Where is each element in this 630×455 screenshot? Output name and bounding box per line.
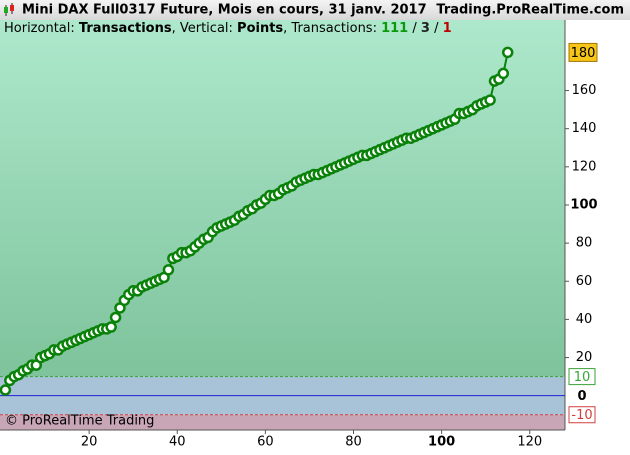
transaction-count: 111 <box>381 21 408 36</box>
y-tick-label: 140 <box>572 121 597 136</box>
subtitle-part: , Vertical: <box>172 21 237 36</box>
reference-label: 0 <box>577 389 586 404</box>
subtitle-part: Transactions <box>79 21 172 36</box>
icon <box>4 3 14 16</box>
chart-title: Mini DAX Full0317 Future, Mois en cours,… <box>22 3 427 18</box>
y-tick-label: 20 <box>576 350 593 365</box>
transaction-count: 1 <box>443 21 452 36</box>
point <box>105 321 117 333</box>
reference-label-box <box>568 368 596 386</box>
plot-background <box>0 20 565 377</box>
reference-label: -10 <box>571 408 592 423</box>
site: Trading.ProRealTime.com <box>436 3 624 18</box>
x-tick-label: 20 <box>81 435 98 450</box>
x-tick-label: 40 <box>169 435 186 450</box>
subtitle-part: Horizontal: <box>4 21 79 36</box>
subtitle: Horizontal: Transactions, Vertical: Poin… <box>4 21 452 36</box>
last-value-box <box>568 42 598 62</box>
y-tick-label: 160 <box>572 83 597 98</box>
x-tick-label: 120 <box>517 435 542 450</box>
point <box>497 67 510 80</box>
x-tick-label: 80 <box>345 435 362 450</box>
point <box>484 94 496 106</box>
subtitle-part: Points <box>237 21 283 36</box>
transaction-count: 3 <box>421 21 430 36</box>
footer: © ProRealTime Trading <box>5 414 154 429</box>
y-tick-label: 100 <box>570 197 597 212</box>
x-tick-label: 100 <box>428 435 455 450</box>
reference-label: 10 <box>574 370 591 385</box>
x-tick-label: 60 <box>257 435 274 450</box>
separator: / <box>408 21 421 36</box>
y-tick-label: 40 <box>576 312 593 327</box>
separator: / <box>430 21 443 36</box>
y-tick-label: 120 <box>572 159 597 174</box>
title-bar <box>0 0 630 20</box>
point <box>0 384 12 396</box>
point <box>109 311 122 324</box>
negative-band <box>0 414 565 430</box>
reference-label-box <box>568 406 596 424</box>
point <box>501 46 514 59</box>
y-tick-label: 80 <box>576 236 593 251</box>
last-value-label: 180 <box>571 46 596 61</box>
y-tick-label: 60 <box>576 274 593 289</box>
subtitle-part: , Transactions: <box>283 21 381 36</box>
point <box>162 264 175 276</box>
